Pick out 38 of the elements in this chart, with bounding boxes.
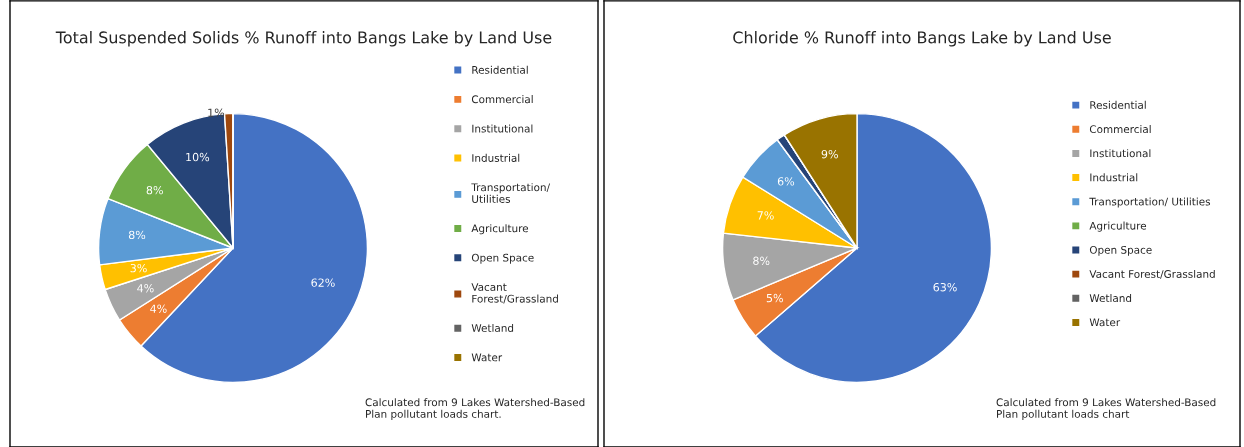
legend-label: Transportation/ Utilities xyxy=(1089,197,1211,208)
data-label: 8% xyxy=(128,230,146,240)
legend-label: Industrial xyxy=(472,153,520,162)
legend-label: Commercial xyxy=(1089,125,1151,134)
data-label: 8% xyxy=(146,185,163,195)
legend-label: Open Space xyxy=(471,253,534,264)
legend-label: Institutional xyxy=(472,124,533,133)
data-label: 7% xyxy=(757,211,774,220)
legend-label: Open Space xyxy=(1089,245,1152,256)
data-label: 4% xyxy=(150,304,167,313)
legend-label: Agriculture xyxy=(471,224,529,235)
data-label: 1% xyxy=(208,108,225,117)
legend-label: Agriculture xyxy=(1089,221,1147,232)
data-label: 9% xyxy=(821,149,838,159)
data-label: 4% xyxy=(137,284,154,293)
legend-label: Vacant Forest/Grassland xyxy=(471,283,558,304)
text: Calculated from 9 Lakes Watershed-Based Plan pollutant loads chart. xyxy=(365,398,585,420)
legend-label: Water xyxy=(471,353,503,362)
data-label: 6% xyxy=(777,177,795,186)
legend-label: Wetland xyxy=(1089,294,1132,303)
data-label: 3% xyxy=(130,263,147,273)
data-label: 8% xyxy=(753,256,770,265)
chart-title: Total Suspended Solids % Runoff into Bangs Lake by Land Use xyxy=(55,31,552,47)
legend-label: Vacant Forest/Grassland xyxy=(1089,269,1215,279)
legend-label: Residential xyxy=(472,65,528,74)
data-label: 10% xyxy=(186,152,210,162)
legend-label: Transportation/ Utilities xyxy=(471,183,551,203)
chart-title: Chloride % Runoff into Bangs Lake by Land Use xyxy=(733,31,1111,47)
data-label: 5% xyxy=(766,293,783,303)
text: Calculated from 9 Lakes Watershed-Based Plan pollutant loads chart xyxy=(996,398,1216,420)
legend-label: Commercial xyxy=(471,95,533,104)
legend-label: Industrial xyxy=(1090,173,1138,182)
data-label: 63% xyxy=(933,283,957,292)
legend-label: Institutional xyxy=(1090,149,1151,158)
legend-label: Residential xyxy=(1090,100,1146,109)
data-label: 62% xyxy=(311,278,335,287)
legend-label: Wetland xyxy=(471,323,514,332)
legend-label: Water xyxy=(1089,318,1121,327)
